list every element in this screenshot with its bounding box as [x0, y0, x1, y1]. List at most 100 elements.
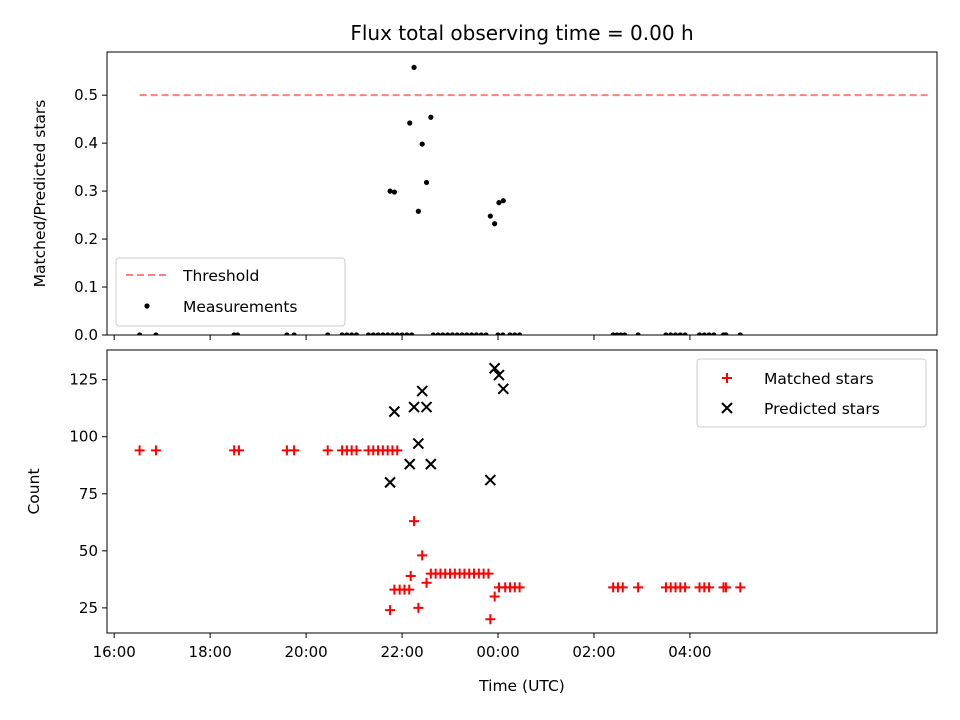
measurement-point	[668, 332, 674, 335]
legend-box	[696, 358, 927, 428]
x-tick-label: 18:00	[189, 643, 232, 661]
measurement-point	[711, 332, 717, 335]
measurement-point	[430, 332, 436, 335]
measurement-point	[507, 332, 513, 335]
y-tick-label: 75	[79, 485, 98, 503]
predicted-star-point	[388, 405, 401, 418]
measurement-point	[344, 332, 350, 335]
legend-matched-label: Matched stars	[764, 370, 874, 388]
measurement-point	[385, 332, 391, 335]
y-tick-label: 0.4	[74, 134, 98, 152]
legend-predicted-swatch	[721, 402, 733, 414]
measurement-point	[419, 141, 425, 147]
legend-predicted-label: Predicted stars	[764, 400, 880, 418]
legend-measurements-swatch	[144, 303, 150, 309]
measurement-point	[365, 332, 372, 335]
x-tick-label: 16:00	[93, 643, 136, 661]
measurement-point	[234, 332, 241, 335]
matched-star-point	[385, 605, 396, 616]
measurement-point	[512, 332, 518, 335]
measurement-point	[737, 332, 743, 335]
measurement-point	[517, 332, 523, 335]
matched-star-point	[150, 445, 161, 456]
predicted-star-point	[488, 362, 501, 374]
measurement-point	[445, 332, 451, 335]
measurement-point	[622, 332, 628, 335]
matched-star-point	[289, 445, 300, 456]
measurement-point	[459, 332, 465, 335]
matched-star-point	[485, 614, 496, 625]
x-tick-label: 22:00	[380, 643, 423, 661]
matched-star-point	[680, 582, 691, 593]
measurement-point	[325, 332, 331, 335]
matched-star-point	[392, 445, 403, 456]
y-tick-label: 0.1	[74, 278, 98, 296]
measurement-point	[449, 332, 456, 335]
predicted-star-point	[484, 474, 497, 486]
measurement-point	[370, 332, 376, 335]
predicted-star-point	[412, 437, 425, 450]
y-tick-label: 125	[69, 371, 98, 389]
plot-marks: 0.0 0.1 0.2 0.3 0.4 0.5 Matched/Predicted star…	[25, 51, 938, 661]
matched-star-point	[514, 582, 525, 593]
x-tick-label: 20:00	[284, 643, 327, 661]
panel-2-frame	[106, 349, 938, 634]
measurement-point	[464, 332, 470, 335]
x-tick-label: 04:00	[668, 643, 711, 661]
matched-star-point	[404, 584, 415, 595]
matched-star-point	[483, 568, 494, 579]
matched-star-point	[351, 445, 362, 456]
measurement-point	[391, 189, 397, 195]
measurement-point	[635, 332, 641, 335]
y-tick-label: 50	[79, 542, 98, 560]
panel-1: 0.0 0.1 0.2 0.3 0.4 0.5 Matched/Predicted star…	[31, 51, 938, 344]
measurement-point	[291, 332, 297, 335]
matched-star-point	[421, 577, 432, 588]
y-tick-label: 0.2	[74, 230, 98, 248]
measurement-point	[409, 332, 415, 335]
panel-2: 25 50 75 100 125 16:00 18:00 20:00 22:00 00:00 02:…	[25, 349, 938, 661]
measurement-point	[469, 332, 475, 335]
matched-star-point	[134, 445, 145, 456]
series-measurements	[137, 64, 743, 335]
matched-star-point	[489, 591, 500, 602]
measurement-point	[404, 332, 410, 335]
predicted-star-point	[493, 369, 505, 381]
series-matched-stars	[134, 445, 746, 625]
measurement-point	[487, 213, 493, 219]
measurement-point	[389, 332, 396, 335]
measurement-point	[500, 198, 506, 204]
y-tick-label: 0.3	[74, 182, 98, 200]
measurement-point	[663, 332, 669, 335]
measurement-point	[153, 332, 159, 335]
legend-matched-swatch	[722, 373, 732, 383]
measurement-point	[375, 332, 381, 335]
measurement-point	[387, 188, 393, 194]
panel-2-data	[134, 362, 746, 625]
measurement-point	[610, 332, 616, 335]
legend: Threshold Measurements	[115, 257, 346, 327]
measurement-point	[339, 332, 345, 335]
measurement-point	[478, 332, 484, 335]
measurement-point	[435, 332, 441, 335]
measurement-point	[706, 332, 712, 335]
matched-star-point	[633, 582, 644, 593]
matched-star-point	[405, 570, 416, 581]
predicted-star-point	[497, 383, 509, 395]
measurement-point	[495, 332, 501, 335]
measurement-point	[394, 332, 400, 335]
x-tick-label: 00:00	[476, 643, 519, 661]
matched-star-point	[233, 445, 244, 456]
matched-star-point	[617, 582, 628, 593]
y-tick-label: 0.5	[74, 86, 98, 104]
measurement-point	[701, 332, 707, 335]
measurement-point	[137, 332, 143, 335]
y-tick-label: 100	[69, 428, 98, 446]
x-tick-label: 02:00	[572, 643, 615, 661]
y-tick-label: 25	[79, 599, 98, 617]
predicted-star-point	[425, 458, 437, 470]
y-axis-label: Matched/Predicted stars	[31, 100, 49, 288]
measurement-point	[349, 332, 355, 335]
predicted-star-point	[416, 385, 428, 397]
matched-star-point	[704, 582, 715, 593]
